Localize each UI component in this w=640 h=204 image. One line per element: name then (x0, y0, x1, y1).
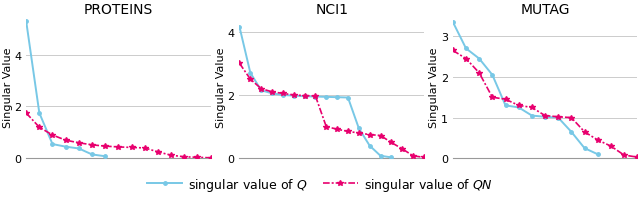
Title: MUTAG: MUTAG (520, 3, 570, 17)
Title: PROTEINS: PROTEINS (84, 3, 153, 17)
Y-axis label: Singular Value: Singular Value (216, 48, 226, 128)
Y-axis label: Singular Value: Singular Value (3, 48, 13, 128)
Legend: singular value of $Q$, singular value of $QN$: singular value of $Q$, singular value of… (142, 171, 498, 198)
Y-axis label: Singular Value: Singular Value (429, 48, 440, 128)
Title: NCI1: NCI1 (315, 3, 348, 17)
